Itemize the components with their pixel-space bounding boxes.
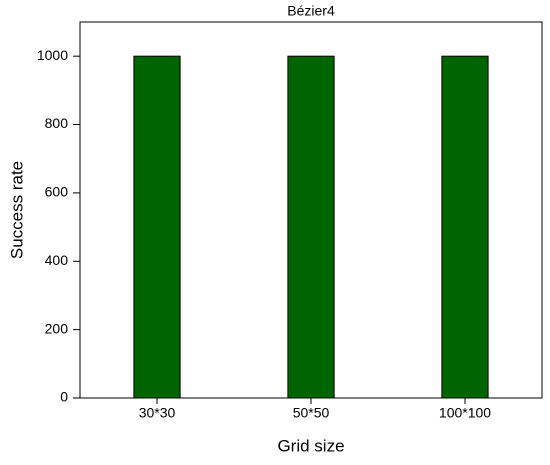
- y-tick-label: 800: [45, 115, 69, 131]
- y-axis-label: Success rate: [7, 161, 26, 259]
- bar: [441, 55, 489, 399]
- x-tick-label: 30*30: [139, 405, 176, 421]
- y-tick-label: 200: [45, 320, 69, 336]
- plot-frame: [79, 21, 543, 399]
- chart-title: Bézier4: [287, 3, 335, 19]
- y-tick-label: 600: [45, 184, 69, 200]
- y-tick-label: 0: [60, 389, 68, 405]
- x-tick-label: 50*50: [293, 405, 330, 421]
- y-tick-label: 1000: [37, 47, 68, 63]
- x-tick-label: 100*100: [439, 405, 491, 421]
- y-tick-label: 400: [45, 252, 69, 268]
- bar: [133, 55, 181, 399]
- x-axis-label: Grid size: [277, 436, 344, 455]
- bar: [287, 55, 335, 399]
